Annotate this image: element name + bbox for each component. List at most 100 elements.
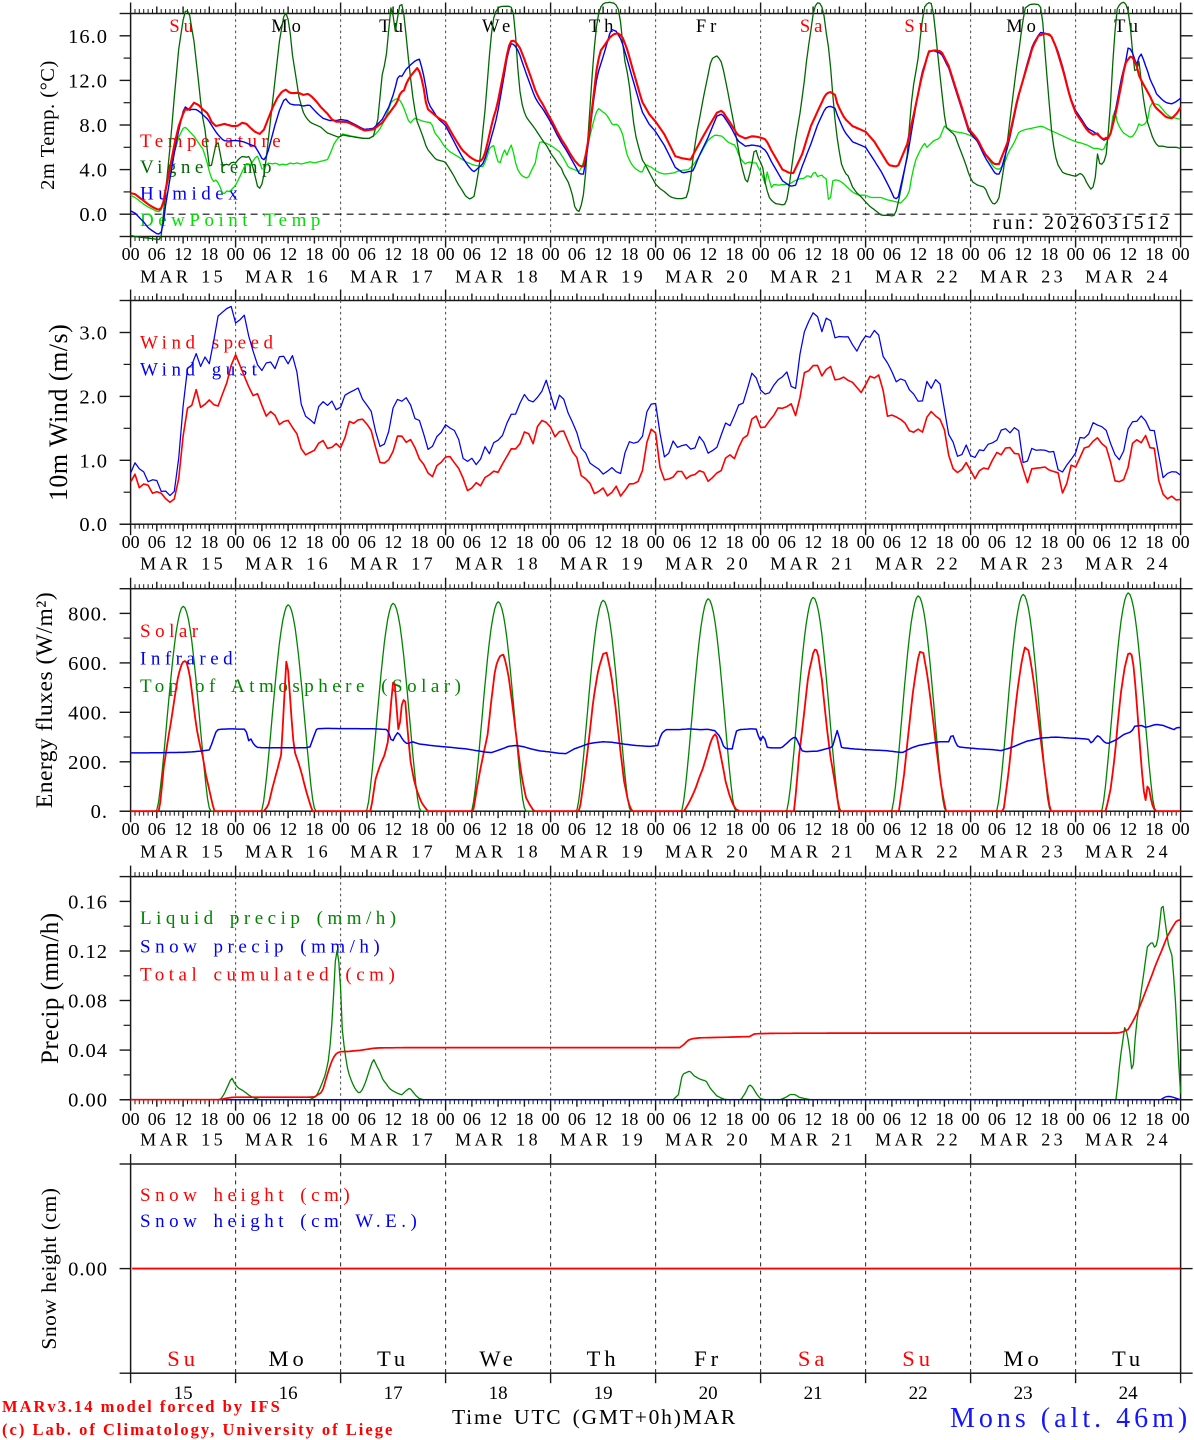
svg-text:06: 06 [1093,1109,1111,1129]
svg-text:800.: 800. [68,603,108,625]
svg-text:18: 18 [935,819,953,839]
svg-text:00: 00 [752,819,770,839]
svg-text:18: 18 [725,819,743,839]
svg-text:12: 12 [909,819,927,839]
svg-text:12: 12 [174,819,192,839]
svg-text:00: 00 [332,532,350,552]
svg-text:00: 00 [647,1109,665,1129]
svg-text:00: 00 [437,1109,455,1129]
svg-text:18: 18 [1040,532,1058,552]
svg-text:MAR 15: MAR 15 [140,842,226,862]
svg-text:12: 12 [909,532,927,552]
svg-text:Su: Su [904,17,932,37]
svg-text:MARv3.14 model forced by IFS: MARv3.14 model forced by IFS [2,1397,282,1416]
svg-text:MAR 21: MAR 21 [770,554,856,574]
svg-text:12: 12 [699,244,717,264]
svg-text:18: 18 [725,244,743,264]
svg-text:00: 00 [542,1109,560,1129]
svg-text:06: 06 [463,244,481,264]
svg-text:MAR 23: MAR 23 [980,842,1066,862]
svg-text:06: 06 [778,244,796,264]
svg-text:200.: 200. [68,752,108,774]
svg-text:12: 12 [804,819,822,839]
svg-text:MAR 24: MAR 24 [1085,842,1171,862]
svg-text:Solar: Solar [140,621,203,642]
svg-text:06: 06 [358,819,376,839]
svg-text:MAR 20: MAR 20 [665,842,751,862]
svg-text:19: 19 [594,1383,613,1404]
svg-text:18: 18 [200,819,218,839]
svg-text:00: 00 [542,532,560,552]
svg-text:Humidex: Humidex [140,184,242,205]
svg-text:06: 06 [988,244,1006,264]
svg-text:06: 06 [778,819,796,839]
svg-text:06: 06 [778,1109,796,1129]
svg-text:MAR 19: MAR 19 [560,1130,646,1150]
svg-text:06: 06 [988,532,1006,552]
svg-text:Total cumulated (cm): Total cumulated (cm) [140,965,399,986]
svg-text:06: 06 [883,532,901,552]
svg-text:00: 00 [227,819,245,839]
svg-text:Tu: Tu [1112,1346,1144,1371]
svg-text:06: 06 [568,819,586,839]
svg-text:MAR 21: MAR 21 [770,267,856,287]
svg-text:06: 06 [358,1109,376,1129]
svg-text:Th: Th [589,17,618,37]
svg-text:06: 06 [1093,819,1111,839]
svg-text:18: 18 [515,532,533,552]
svg-text:12: 12 [699,819,717,839]
svg-text:00: 00 [857,532,875,552]
svg-text:DewPoint Temp: DewPoint Temp [140,210,325,231]
svg-text:Mo: Mo [1006,17,1040,37]
svg-text:MAR 16: MAR 16 [245,267,331,287]
svg-text:18: 18 [1040,244,1058,264]
svg-text:MAR 18: MAR 18 [455,267,541,287]
svg-text:Energy fluxes (W/m²): Energy fluxes (W/m²) [32,592,58,808]
svg-text:18: 18 [305,244,323,264]
svg-text:0.08: 0.08 [68,991,108,1013]
svg-text:00: 00 [1172,532,1190,552]
svg-text:00: 00 [857,244,875,264]
svg-text:00: 00 [332,819,350,839]
svg-text:18: 18 [725,532,743,552]
svg-text:Sa: Sa [800,17,827,37]
svg-text:10m Wind (m/s): 10m Wind (m/s) [44,324,73,501]
svg-text:Tu: Tu [377,1346,409,1371]
svg-text:600.: 600. [68,653,108,675]
svg-text:12: 12 [594,532,612,552]
svg-text:18: 18 [830,244,848,264]
svg-text:MAR 23: MAR 23 [980,1130,1066,1150]
svg-text:3.0: 3.0 [79,323,108,345]
svg-text:06: 06 [1093,532,1111,552]
svg-text:Mons (alt. 46m): Mons (alt. 46m) [950,1403,1191,1434]
svg-text:MAR 16: MAR 16 [245,1130,331,1150]
svg-text:18: 18 [935,244,953,264]
svg-text:18: 18 [200,1109,218,1129]
svg-text:00: 00 [1172,244,1190,264]
svg-text:Su: Su [902,1346,934,1371]
svg-text:0.0: 0.0 [79,514,108,536]
svg-text:00: 00 [1172,1109,1190,1129]
svg-text:06: 06 [253,1109,271,1129]
svg-text:06: 06 [568,244,586,264]
svg-text:06: 06 [673,532,691,552]
svg-text:MAR 15: MAR 15 [140,554,226,574]
svg-text:Mo: Mo [268,1346,307,1371]
svg-text:06: 06 [673,244,691,264]
svg-text:00: 00 [962,1109,980,1129]
svg-text:12.0: 12.0 [68,70,108,92]
svg-text:06: 06 [1093,244,1111,264]
svg-text:18: 18 [620,1109,638,1129]
svg-text:Snow height (cm): Snow height (cm) [140,1185,354,1206]
svg-text:MAR 24: MAR 24 [1085,1130,1171,1150]
svg-text:12: 12 [489,532,507,552]
svg-text:18: 18 [1040,819,1058,839]
svg-text:Temperature: Temperature [140,131,285,152]
svg-text:18: 18 [305,1109,323,1129]
svg-text:MAR 22: MAR 22 [875,1130,961,1150]
svg-text:0.12: 0.12 [68,941,108,963]
svg-text:18: 18 [620,819,638,839]
svg-text:12: 12 [1014,244,1032,264]
svg-text:12: 12 [174,244,192,264]
svg-text:18: 18 [410,1109,428,1129]
